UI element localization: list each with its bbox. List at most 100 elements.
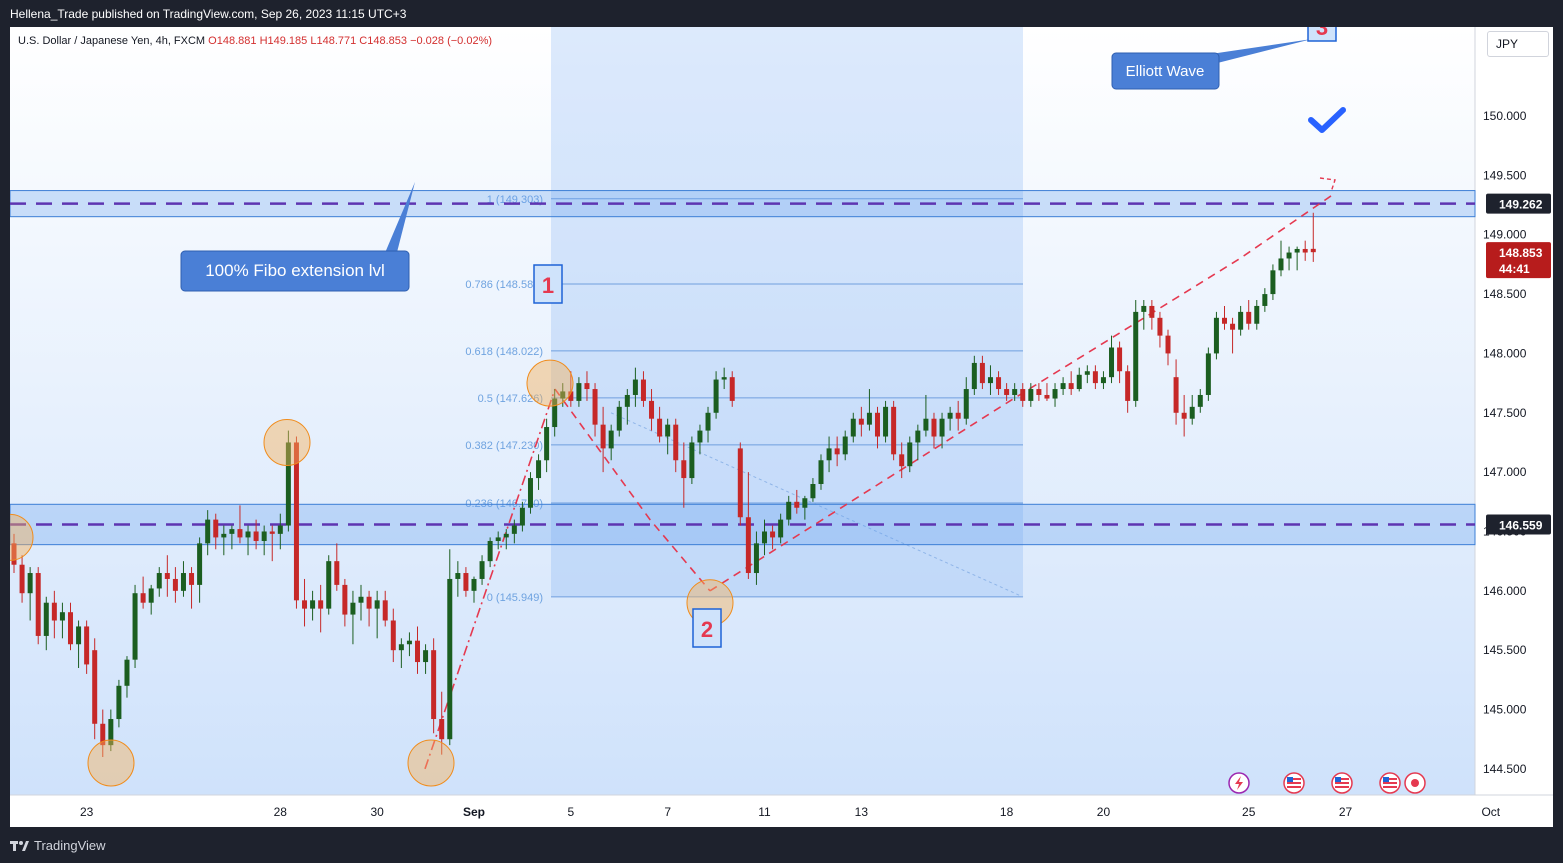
- last-price-tag: 148.853: [1499, 246, 1543, 260]
- time-tick-label: 5: [567, 805, 574, 819]
- candle-body: [519, 507, 525, 526]
- candle-body: [431, 650, 437, 720]
- tradingview-brand: TradingView: [34, 838, 106, 853]
- candle-body: [721, 377, 727, 380]
- event-icons[interactable]: [1228, 772, 1426, 794]
- candle-body: [269, 531, 275, 534]
- candle-body: [947, 412, 953, 419]
- candle-body: [35, 573, 41, 636]
- publisher-line: Hellena_Trade published on TradingView.c…: [10, 7, 407, 21]
- fib-level-label: 0.618 (148.022): [465, 346, 543, 358]
- ohlc-legend[interactable]: U.S. Dollar / Japanese Yen, 4h, FXCM O14…: [18, 35, 492, 47]
- wave-1-box: [533, 264, 563, 304]
- price-tags: 149.262 146.559 148.853 44:41: [1486, 193, 1551, 535]
- candle-body: [979, 362, 985, 384]
- candle-body: [689, 442, 695, 479]
- candle-body: [1149, 305, 1155, 318]
- candle-body: [1254, 305, 1260, 324]
- candle-body: [51, 602, 57, 621]
- candle-body: [842, 436, 848, 455]
- time-tick-label: Sep: [463, 805, 485, 819]
- candle-body: [124, 659, 130, 686]
- wave-2-label[interactable]: 2: [692, 608, 722, 648]
- candle-body: [100, 723, 106, 746]
- candle-body: [415, 640, 420, 663]
- price-axis[interactable]: 144.500145.000145.500146.000146.500147.0…: [1483, 109, 1527, 776]
- candle-body: [326, 561, 332, 609]
- candle-body: [1157, 317, 1163, 336]
- candle-body: [1205, 353, 1211, 395]
- fib-level-label: 0.786 (148.585): [465, 279, 543, 291]
- wave-2-text: 2: [701, 617, 713, 642]
- candle-body: [568, 391, 574, 401]
- chart-svg[interactable]: 1 (149.303) 0.786 (148.585) 0.618 (148.022…: [10, 27, 1553, 827]
- time-tick-label: 23: [80, 805, 94, 819]
- candle-body: [1084, 371, 1090, 375]
- japan-flag-icon[interactable]: [1404, 772, 1426, 794]
- impulse-dashdot-line: [424, 388, 556, 770]
- us-flag-icon[interactable]: [1283, 772, 1305, 794]
- candle-body: [1302, 248, 1308, 253]
- candle-body: [1125, 371, 1131, 401]
- wave-3-text: 3: [1316, 27, 1328, 40]
- candle-body: [955, 412, 961, 419]
- candle-body: [802, 498, 808, 508]
- candle-body: [608, 430, 614, 449]
- candle-body: [600, 424, 606, 449]
- candle-body: [495, 537, 501, 541]
- chart-area[interactable]: 1 (149.303) 0.786 (148.585) 0.618 (148.022…: [10, 27, 1553, 827]
- candle-body: [1294, 248, 1300, 253]
- ohlc-low: L148.771: [310, 35, 357, 47]
- resistance-price-tag: 149.262: [1499, 198, 1543, 212]
- candle-body: [713, 379, 719, 413]
- candle-body: [729, 377, 735, 401]
- candle-body: [1238, 311, 1244, 330]
- last-price-tag-bg: [1486, 242, 1551, 279]
- candle-body: [19, 564, 25, 594]
- wave-1-label[interactable]: 1: [533, 264, 563, 304]
- currency-button[interactable]: JPY: [1487, 31, 1549, 57]
- check-icon: [1308, 107, 1346, 133]
- candle-body: [27, 573, 33, 594]
- candle-body: [1165, 335, 1171, 354]
- arrowhead-icon: [1319, 177, 1336, 193]
- time-tick-label: 7: [664, 805, 671, 819]
- candle-body: [850, 418, 856, 437]
- time-tick-label: 30: [370, 805, 384, 819]
- fibo-callout-text: 100% Fibo extension lvl: [205, 261, 385, 280]
- wave-3-label[interactable]: 3: [1307, 27, 1337, 42]
- fib-level-label: 0.382 (147.230): [465, 440, 543, 452]
- time-axis[interactable]: 23 28 30 Sep 5 7 11 13 18 20 25 27 Oct: [80, 805, 1501, 819]
- candle-body: [883, 406, 889, 437]
- support-price-tag-bg: [1486, 514, 1551, 535]
- candle-body: [1012, 389, 1018, 395]
- candle-body: [1117, 347, 1123, 372]
- candle-body: [164, 573, 170, 579]
- lightning-icon[interactable]: [1228, 772, 1250, 794]
- candle-body: [794, 501, 800, 508]
- candle-body: [1100, 377, 1106, 384]
- candle-body: [318, 600, 324, 609]
- candle-body: [931, 418, 937, 437]
- fibo-callout[interactable]: 100% Fibo extension lvl: [180, 182, 415, 292]
- wave-2-dashed-line: [554, 388, 711, 592]
- candle-body: [1286, 252, 1292, 259]
- candle-body: [84, 626, 90, 665]
- candle-body: [172, 578, 178, 591]
- plot-background: [10, 27, 1475, 795]
- candle-body: [697, 430, 703, 443]
- candle-body: [366, 596, 372, 609]
- candle-body: [939, 418, 945, 437]
- elliott-callout[interactable]: Elliott Wave: [1111, 39, 1312, 90]
- tradingview-footer[interactable]: TradingView: [10, 838, 106, 853]
- candle-body: [1230, 323, 1236, 330]
- candle-body: [1310, 248, 1316, 253]
- symbol-name[interactable]: U.S. Dollar / Japanese Yen, 4h, FXCM: [18, 35, 206, 47]
- ohlc-close: C148.853: [359, 35, 408, 47]
- candle-body: [560, 391, 566, 399]
- us-flag-icon[interactable]: [1379, 772, 1401, 794]
- candle-body: [1246, 311, 1252, 324]
- candle-body: [67, 612, 73, 645]
- ohlc-high: H149.185: [259, 35, 308, 47]
- us-flag-icon[interactable]: [1331, 772, 1353, 794]
